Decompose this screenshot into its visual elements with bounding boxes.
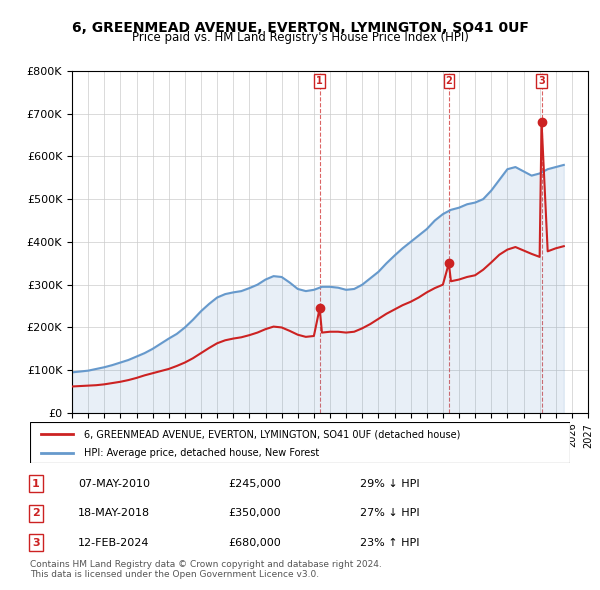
- Text: £350,000: £350,000: [228, 509, 281, 518]
- Text: 2: 2: [32, 509, 40, 518]
- FancyBboxPatch shape: [30, 422, 570, 463]
- Text: 2: 2: [445, 76, 452, 86]
- Text: £680,000: £680,000: [228, 538, 281, 548]
- Text: £245,000: £245,000: [228, 479, 281, 489]
- Text: 6, GREENMEAD AVENUE, EVERTON, LYMINGTON, SO41 0UF: 6, GREENMEAD AVENUE, EVERTON, LYMINGTON,…: [71, 21, 529, 35]
- Text: 27% ↓ HPI: 27% ↓ HPI: [360, 509, 419, 518]
- Text: 1: 1: [316, 76, 323, 86]
- Text: 29% ↓ HPI: 29% ↓ HPI: [360, 479, 419, 489]
- Text: 07-MAY-2010: 07-MAY-2010: [78, 479, 150, 489]
- Text: HPI: Average price, detached house, New Forest: HPI: Average price, detached house, New …: [84, 448, 319, 458]
- Text: 6, GREENMEAD AVENUE, EVERTON, LYMINGTON, SO41 0UF (detached house): 6, GREENMEAD AVENUE, EVERTON, LYMINGTON,…: [84, 430, 460, 439]
- Text: 12-FEB-2024: 12-FEB-2024: [78, 538, 149, 548]
- Text: 1: 1: [32, 479, 40, 489]
- Text: 18-MAY-2018: 18-MAY-2018: [78, 509, 150, 518]
- Text: Price paid vs. HM Land Registry's House Price Index (HPI): Price paid vs. HM Land Registry's House …: [131, 31, 469, 44]
- Text: 3: 3: [32, 538, 40, 548]
- Text: 3: 3: [538, 76, 545, 86]
- Text: 23% ↑ HPI: 23% ↑ HPI: [360, 538, 419, 548]
- Text: Contains HM Land Registry data © Crown copyright and database right 2024.
This d: Contains HM Land Registry data © Crown c…: [30, 560, 382, 579]
